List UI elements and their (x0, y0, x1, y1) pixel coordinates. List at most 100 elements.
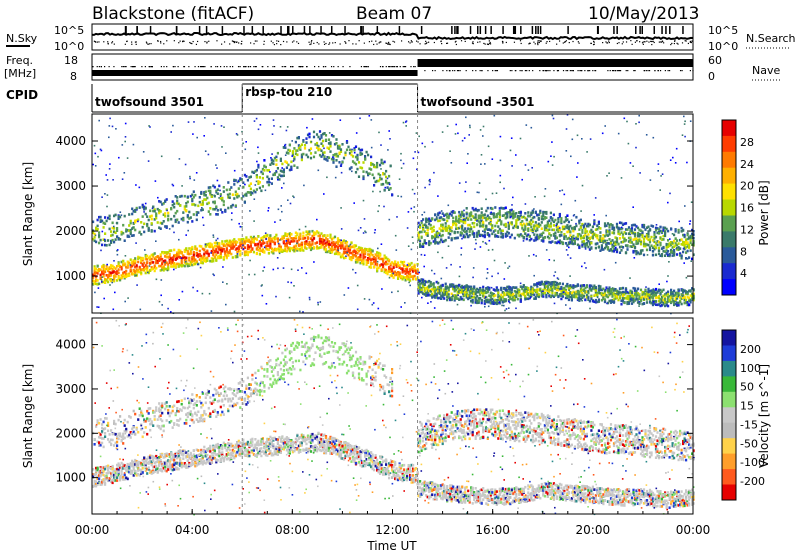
noise-search-point (440, 40, 442, 43)
heat-cell (477, 229, 480, 233)
heat-cell (132, 259, 135, 262)
heat-cell (434, 242, 437, 245)
heat-cell (150, 268, 153, 271)
heat-cell (476, 287, 479, 291)
heat-cell (480, 216, 483, 219)
heat-cell (441, 293, 444, 296)
heat-cell (473, 221, 476, 225)
noise-search-point (556, 43, 558, 45)
heat-cell (495, 299, 498, 302)
heat-cell (587, 296, 590, 299)
heat-cell (683, 235, 686, 239)
heat-cell (682, 243, 685, 246)
heat-cell (567, 227, 570, 231)
heat-cell (144, 212, 147, 216)
heat-cell (426, 234, 429, 237)
heat-cell (162, 265, 165, 269)
heat-cell (624, 239, 628, 242)
heat-cell (668, 253, 671, 256)
heat-cell (158, 200, 161, 203)
heat-cell (415, 277, 418, 281)
heat-cell (558, 228, 561, 232)
heat-cell (521, 287, 524, 291)
heat-cell (585, 238, 588, 241)
heat-cell (585, 296, 588, 299)
nave-point (633, 70, 635, 72)
heat-cell (117, 264, 120, 268)
heat-cell (222, 243, 225, 246)
heat-cell (299, 148, 302, 151)
heat-cell (488, 216, 491, 219)
noise-search-point (618, 42, 620, 44)
heat-cell (177, 265, 180, 268)
heat-cell (660, 254, 664, 258)
heat-cell (437, 291, 440, 294)
heat-cell (492, 299, 495, 303)
heat-cell (364, 248, 367, 252)
heat-cell (275, 159, 278, 162)
heat-cell (612, 301, 616, 304)
heat-cell (188, 210, 191, 214)
heat-cell (488, 288, 491, 291)
heat-cell (664, 226, 667, 230)
heat-cell (501, 291, 504, 294)
nave-point (132, 66, 135, 68)
heat-cell (528, 223, 531, 226)
heat-cell (569, 234, 572, 237)
heat-cell (213, 194, 216, 198)
heat-cell (134, 228, 137, 232)
heat-cell (473, 295, 476, 299)
heat-cell (573, 241, 576, 245)
nave-point (325, 66, 327, 68)
heat-cell (228, 188, 231, 191)
heat-cell (525, 290, 528, 293)
heat-cell (330, 250, 334, 254)
heat-cell (581, 231, 584, 234)
noise-search-point (373, 43, 375, 46)
nave-point (151, 66, 153, 68)
heat-cell (111, 269, 114, 273)
heat-cell (389, 187, 392, 190)
heat-cell (92, 273, 95, 277)
heat-cell (461, 291, 464, 294)
noise-search-point (216, 40, 218, 42)
noise-search-point (231, 40, 234, 42)
heat-cell (513, 214, 516, 218)
heat-cell (545, 282, 548, 285)
noise-search-point (183, 40, 185, 42)
heat-cell (237, 249, 240, 253)
heat-cell (560, 234, 563, 237)
nave-point (163, 66, 165, 68)
heat-cell (161, 257, 164, 261)
heat-cell (290, 240, 293, 243)
heat-cell (548, 236, 551, 240)
heat-cell (267, 248, 270, 251)
heat-cell (225, 256, 228, 260)
heat-cell (380, 257, 383, 261)
heat-cell (461, 297, 464, 301)
heat-cell (225, 250, 228, 253)
heat-cell (394, 273, 397, 277)
heat-cell (410, 266, 413, 269)
heat-cell (480, 301, 483, 305)
heat-cell (558, 215, 561, 218)
heat-cell (294, 244, 297, 248)
heat-cell (245, 250, 248, 253)
freq-trace-low (92, 70, 418, 76)
noise-search-point (221, 43, 223, 45)
heat-cell (491, 292, 494, 295)
heat-cell (674, 230, 677, 233)
heat-cell (377, 251, 380, 255)
heat-cell (507, 295, 510, 298)
heat-cell (353, 244, 356, 247)
heat-cell (443, 297, 446, 300)
heat-cell (395, 263, 398, 266)
heat-cell (425, 287, 428, 290)
heat-cell (624, 251, 628, 254)
heat-cell (248, 245, 251, 249)
heat-cell (423, 293, 426, 296)
heat-cell (572, 242, 575, 246)
heat-cell (600, 288, 603, 292)
nave-point (232, 66, 234, 68)
heat-cell (368, 167, 371, 170)
